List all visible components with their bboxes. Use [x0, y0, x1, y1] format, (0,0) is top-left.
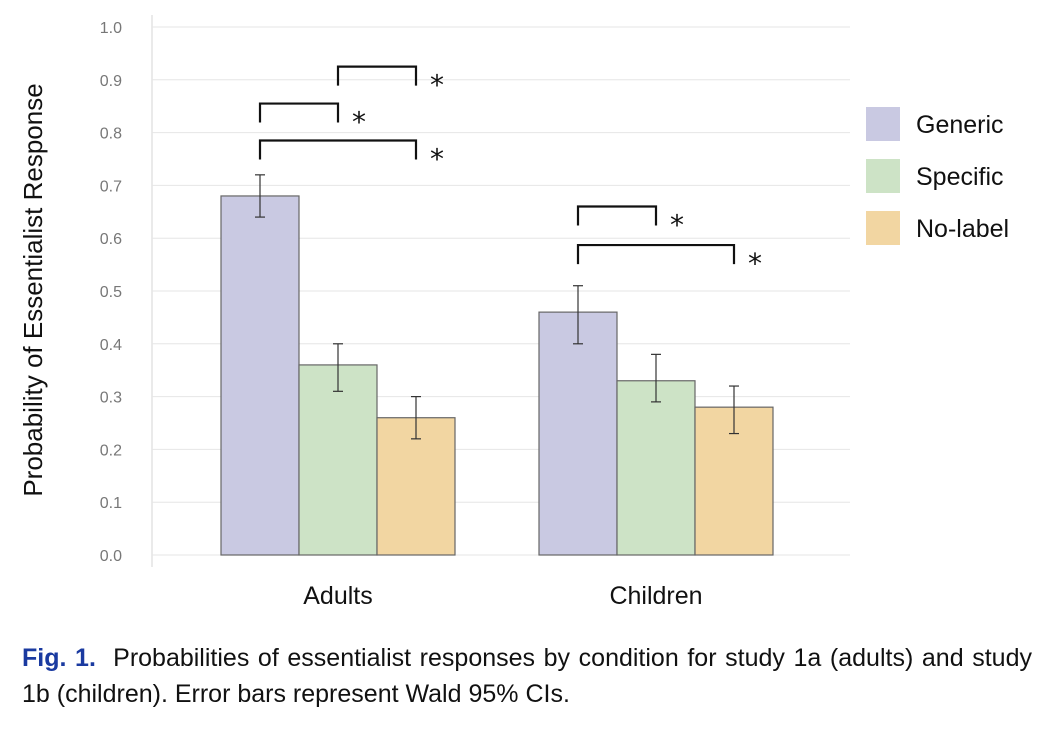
bars [220, 195, 774, 556]
significance-bracket [576, 243, 736, 265]
significance-bracket [336, 65, 418, 86]
bar-no-label-adults [376, 417, 456, 556]
bar-generic-adults [220, 195, 300, 556]
caption-text: Probabilities of essentialist responses … [22, 644, 1032, 708]
x-label-adults: Adults [303, 582, 372, 610]
legend-label-specific: Specific [916, 163, 1004, 191]
y-tick-label: 0.0 [100, 548, 122, 565]
y-tick-label: 0.6 [100, 231, 122, 248]
significance-bracket [258, 102, 340, 123]
y-tick-label: 0.8 [100, 126, 122, 143]
y-tick-label: 1.0 [100, 20, 122, 37]
significance-star: * [430, 69, 444, 102]
legend-swatch-generic [866, 107, 900, 141]
significance-star: * [352, 106, 366, 139]
error-bars [255, 174, 739, 440]
legend-label-generic: Generic [916, 111, 1004, 139]
significance-bracket [258, 139, 418, 160]
significance-star: * [670, 209, 684, 242]
y-tick-label: 0.9 [100, 73, 122, 90]
y-axis-label: Probability of Essentialist Response [18, 83, 48, 496]
y-tick-label: 0.4 [100, 337, 122, 354]
bar-specific-children [616, 380, 696, 556]
bar-specific-adults [298, 364, 378, 556]
bar-chart: 0.0 0.1 0.2 0.3 0.4 0.5 0.6 0.7 0.8 0.9 1.0 * * * ** … [18, 15, 1009, 610]
significance-brackets: * * * * * [258, 65, 762, 280]
x-label-children: Children [609, 582, 702, 610]
legend-swatch-specific [866, 159, 900, 193]
y-tick-label: 0.1 [100, 495, 122, 512]
legend: Generic Specific No-label [866, 107, 1009, 245]
x-axis-labels: Adults Children [303, 582, 702, 610]
bar-generic-children [538, 311, 618, 556]
significance-star: * [748, 247, 762, 280]
legend-label-no-label: No-label [916, 215, 1009, 243]
y-axis-ticks: 0.0 0.1 0.2 0.3 0.4 0.5 0.6 0.7 0.8 0.9 1.0 [100, 20, 122, 565]
y-tick-label: 0.2 [100, 442, 122, 459]
y-tick-label: 0.7 [100, 178, 122, 195]
figure-number: Fig. 1. [22, 644, 96, 672]
significance-bracket [576, 205, 658, 226]
y-tick-label: 0.3 [100, 390, 122, 407]
y-tick-label: 0.5 [100, 284, 122, 301]
significance-star: * [430, 143, 444, 176]
figure-caption: Fig. 1. Probabilities of essentialist re… [22, 640, 1032, 712]
legend-swatch-no-label [866, 211, 900, 245]
